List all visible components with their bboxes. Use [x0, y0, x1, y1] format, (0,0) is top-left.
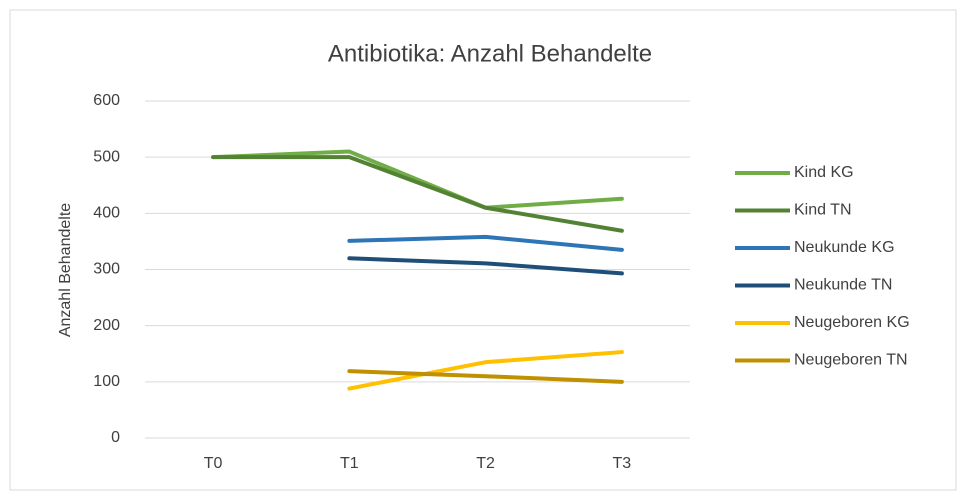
series-line — [347, 369, 624, 384]
series-line — [347, 234, 624, 252]
y-tick-label: 200 — [93, 317, 120, 334]
series-line — [211, 155, 624, 233]
y-axis-label: Anzahl Behandelte — [57, 203, 74, 337]
legend-label: Neugeboren KG — [794, 314, 910, 331]
x-tick-label: T3 — [613, 455, 632, 472]
series-line — [347, 256, 624, 276]
chart-title: Antibiotika: Anzahl Behandelte — [328, 40, 652, 67]
y-tick-label: 500 — [93, 148, 120, 165]
series-line — [211, 149, 624, 210]
y-tick-label: 400 — [93, 205, 120, 222]
legend-label: Neukunde TN — [794, 277, 892, 294]
chart-border — [9, 9, 957, 491]
x-tick-label: T0 — [204, 455, 223, 472]
legend-label: Kind KG — [794, 164, 854, 181]
legend-label: Neugeboren TN — [794, 352, 908, 369]
y-tick-label: 100 — [93, 373, 120, 390]
series-line — [347, 350, 624, 391]
y-tick-label: 0 — [111, 429, 120, 446]
x-tick-label: T1 — [340, 455, 359, 472]
legend-label: Kind TN — [794, 202, 852, 219]
y-tick-label: 300 — [93, 261, 120, 278]
x-tick-label: T2 — [476, 455, 495, 472]
legend-label: Neukunde KG — [794, 239, 895, 256]
y-tick-label: 600 — [93, 92, 120, 109]
